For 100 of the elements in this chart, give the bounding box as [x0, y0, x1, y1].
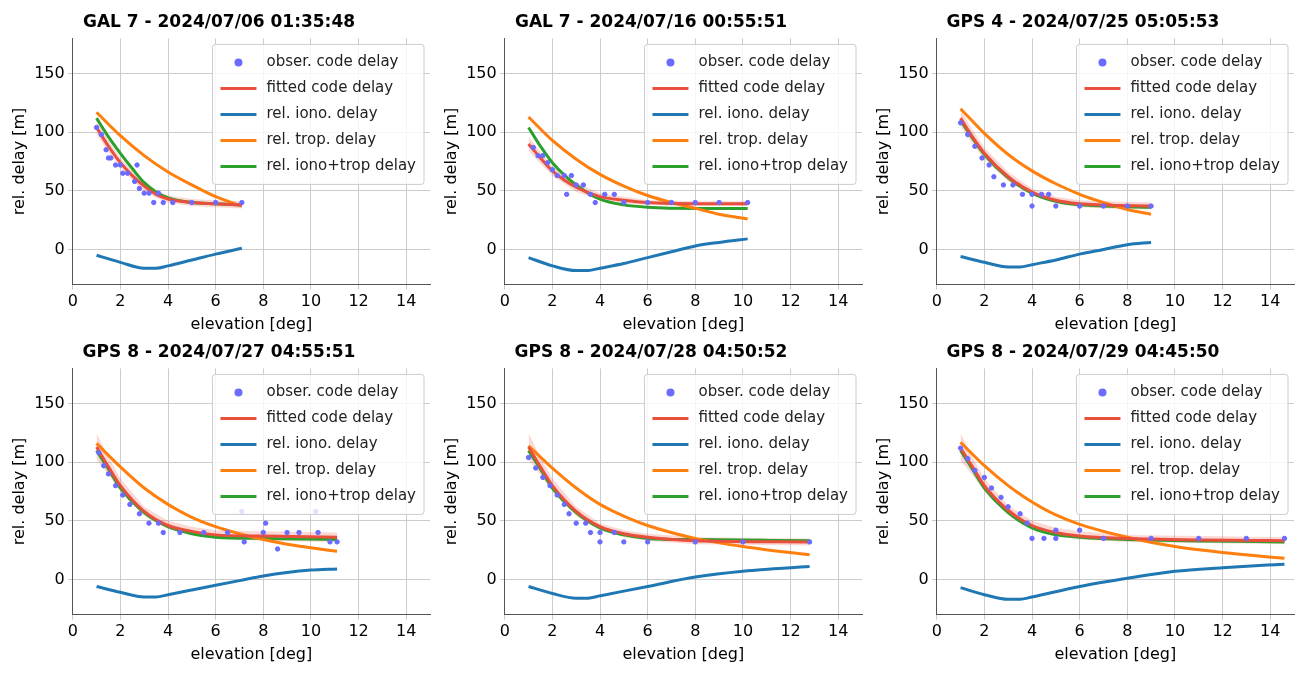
- y-tick-label: 150: [34, 392, 65, 412]
- x-tick-label: 12: [1212, 621, 1233, 641]
- y-tick-label: 100: [34, 121, 65, 141]
- chart-title: GAL 7 - 2024/07/16 00:55:51: [514, 10, 788, 31]
- x-tick-label: 12: [780, 621, 801, 641]
- y-tick-label: 150: [898, 392, 929, 412]
- x-tick-label: 0: [499, 621, 510, 641]
- x-tick-label: 0: [499, 291, 510, 311]
- legend-label: rel. iono. delay: [1130, 434, 1242, 453]
- legend-label: rel. trop. delay: [698, 460, 809, 479]
- legend-label: rel. iono. delay: [698, 104, 810, 123]
- y-axis-title: rel. delay [m]: [872, 107, 892, 216]
- y-tick-label: 150: [466, 392, 497, 412]
- x-tick-label: 8: [258, 291, 269, 311]
- x-tick-label: 10: [1164, 621, 1186, 641]
- x-tick-label: 14: [1260, 291, 1281, 311]
- x-tick-label: 0: [931, 621, 942, 641]
- x-tick-label: 14: [828, 621, 849, 641]
- legend-label: rel. iono. delay: [266, 434, 378, 453]
- x-tick-label: 0: [67, 291, 78, 311]
- legend-label: rel. trop. delay: [1130, 130, 1241, 149]
- x-tick-label: 14: [828, 291, 849, 311]
- legend-label: rel. iono+trop delay: [698, 156, 849, 175]
- x-tick-label: 12: [348, 621, 369, 641]
- chart-title: GPS 4 - 2024/07/25 05:05:53: [946, 10, 1220, 31]
- y-tick-label: 100: [898, 121, 929, 141]
- x-tick-label: 2: [979, 621, 990, 641]
- legend-label: fitted code delay: [266, 78, 394, 97]
- chart-title: GAL 7 - 2024/07/06 01:35:48: [82, 10, 356, 31]
- x-tick-label: 6: [1074, 621, 1085, 641]
- x-tick-label: 12: [780, 291, 801, 311]
- x-tick-label: 6: [642, 621, 653, 641]
- x-tick-label: 6: [1074, 291, 1085, 311]
- y-tick-label: 50: [476, 179, 497, 199]
- legend-label: obser. code delay: [698, 52, 831, 71]
- y-tick-label: 50: [476, 509, 497, 529]
- legend-label: rel. iono+trop delay: [266, 156, 417, 175]
- y-tick-label: 100: [34, 451, 65, 471]
- x-tick-label: 8: [690, 621, 701, 641]
- y-axis-title: rel. delay [m]: [440, 437, 460, 546]
- y-axis-title: rel. delay [m]: [440, 107, 460, 216]
- legend-label: rel. trop. delay: [698, 130, 809, 149]
- y-tick-label: 100: [898, 451, 929, 471]
- legend-label: fitted code delay: [698, 78, 826, 97]
- legend-label: rel. trop. delay: [266, 130, 377, 149]
- x-tick-label: 12: [1212, 291, 1233, 311]
- x-tick-label: 4: [162, 291, 174, 311]
- legend-label: obser. code delay: [266, 52, 399, 71]
- x-tick-label: 10: [732, 291, 754, 311]
- x-tick-label: 10: [732, 621, 754, 641]
- x-tick-label: 10: [300, 291, 322, 311]
- x-tick-label: 6: [642, 291, 653, 311]
- y-tick-label: 0: [918, 238, 929, 258]
- chart-title: GPS 8 - 2024/07/27 04:55:51: [82, 340, 356, 361]
- legend-label: obser. code delay: [698, 382, 831, 401]
- x-tick-label: 2: [547, 291, 558, 311]
- y-axis-title: rel. delay [m]: [8, 107, 28, 216]
- x-tick-label: 8: [690, 291, 701, 311]
- x-axis-title: elevation [deg]: [1054, 313, 1177, 333]
- legend-label: rel. trop. delay: [266, 460, 377, 479]
- legend-label: rel. iono+trop delay: [698, 486, 849, 505]
- x-tick-label: 8: [1122, 621, 1133, 641]
- legend-label: rel. trop. delay: [1130, 460, 1241, 479]
- legend-label: fitted code delay: [1130, 78, 1258, 97]
- y-tick-label: 50: [44, 509, 65, 529]
- y-tick-label: 50: [908, 179, 929, 199]
- y-tick-label: 0: [918, 568, 929, 588]
- legend-label: rel. iono+trop delay: [1130, 156, 1281, 175]
- y-tick-label: 0: [54, 568, 65, 588]
- x-tick-label: 10: [1164, 291, 1186, 311]
- x-tick-label: 4: [594, 291, 606, 311]
- y-tick-label: 0: [486, 238, 497, 258]
- y-axis-title: rel. delay [m]: [872, 437, 892, 546]
- y-axis-title: rel. delay [m]: [8, 437, 28, 546]
- y-tick-label: 50: [908, 509, 929, 529]
- y-tick-label: 150: [466, 62, 497, 82]
- legend-label: rel. iono. delay: [698, 434, 810, 453]
- x-tick-label: 14: [1260, 621, 1281, 641]
- x-tick-label: 14: [396, 621, 417, 641]
- y-tick-label: 150: [34, 62, 65, 82]
- legend-label: rel. iono+trop delay: [1130, 486, 1281, 505]
- x-tick-label: 0: [67, 621, 78, 641]
- x-axis-title: elevation [deg]: [190, 643, 313, 663]
- x-axis-title: elevation [deg]: [190, 313, 313, 333]
- legend-label: obser. code delay: [1130, 382, 1263, 401]
- y-tick-label: 100: [466, 121, 497, 141]
- x-tick-label: 2: [547, 621, 558, 641]
- y-tick-label: 100: [466, 451, 497, 471]
- x-tick-label: 2: [979, 291, 990, 311]
- chart-title: GPS 8 - 2024/07/29 04:45:50: [946, 340, 1220, 361]
- x-tick-label: 2: [115, 621, 126, 641]
- y-tick-label: 0: [54, 238, 65, 258]
- x-tick-label: 8: [1122, 291, 1133, 311]
- legend-label: rel. iono+trop delay: [266, 486, 417, 505]
- x-tick-label: 8: [258, 621, 269, 641]
- legend-label: fitted code delay: [698, 408, 826, 427]
- legend-label: rel. iono. delay: [1130, 104, 1242, 123]
- legend-label: fitted code delay: [1130, 408, 1258, 427]
- legend-label: obser. code delay: [1130, 52, 1263, 71]
- legend-label: obser. code delay: [266, 382, 399, 401]
